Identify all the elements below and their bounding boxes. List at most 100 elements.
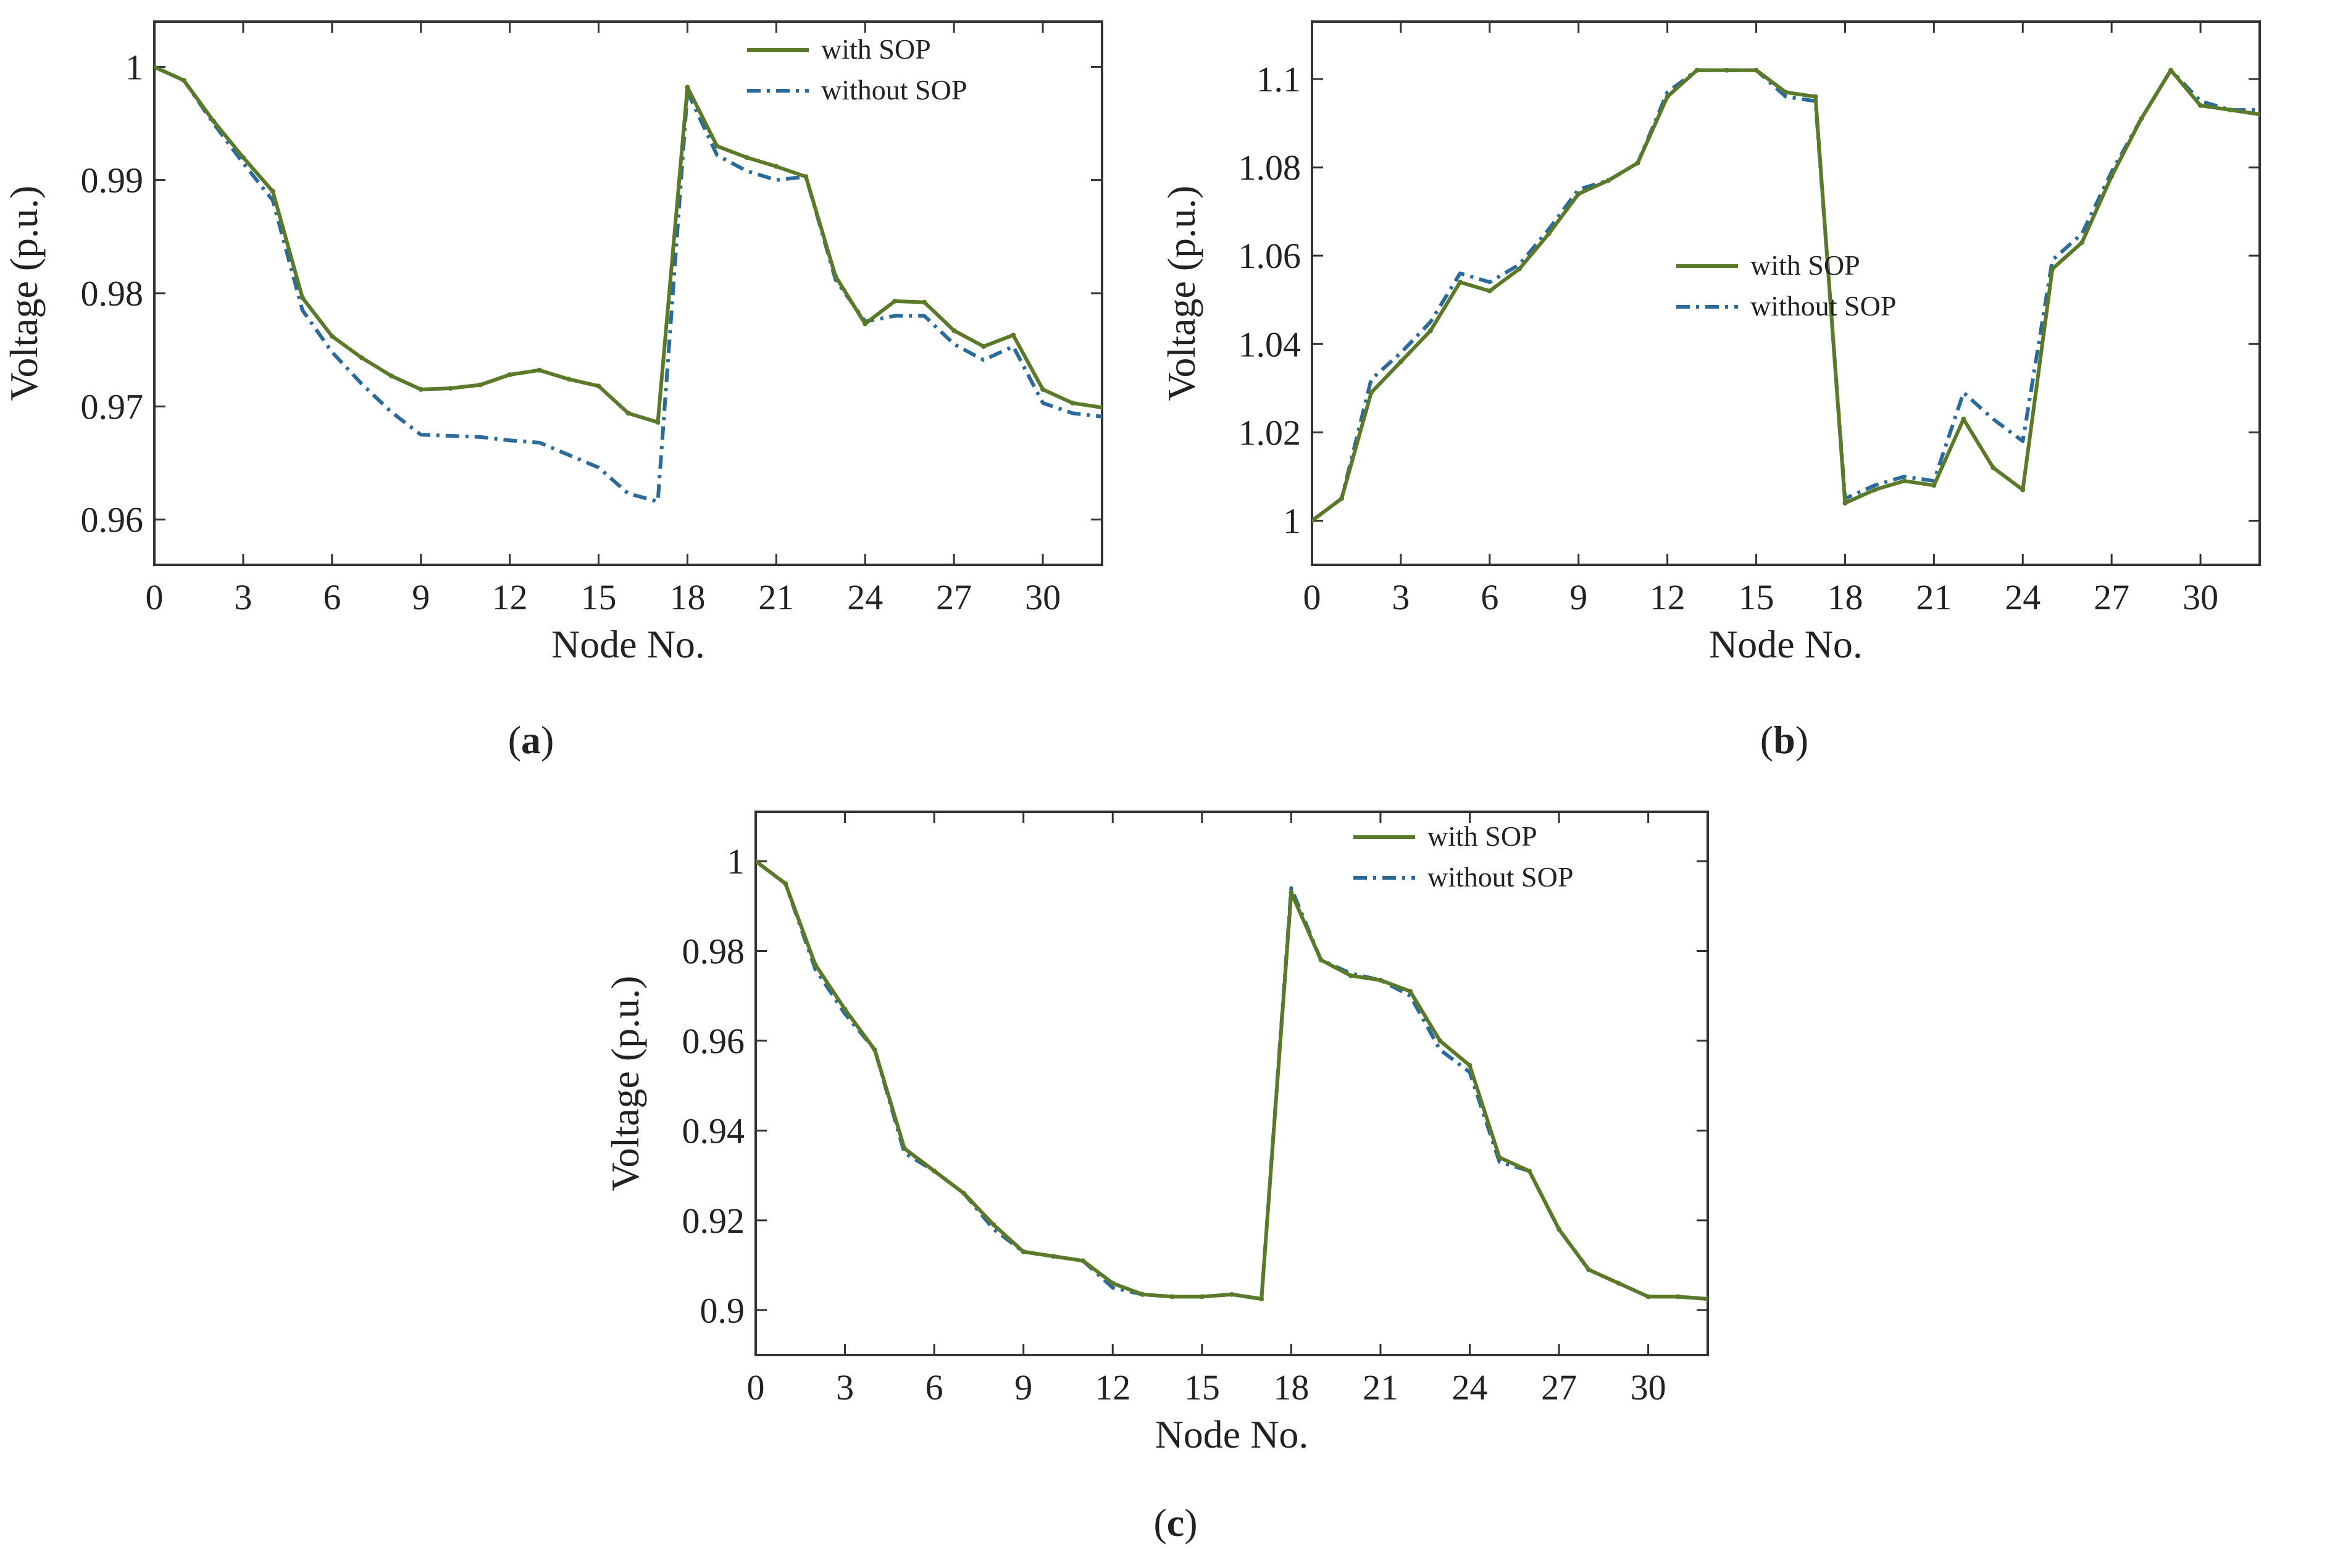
x-ticks: 0 3 6 9 12 15 18 21 24 27 30 xyxy=(146,22,1061,617)
data-point xyxy=(181,78,186,83)
data-point xyxy=(1289,890,1294,895)
data-point xyxy=(922,299,927,305)
data-point xyxy=(774,164,779,169)
x-tick-label: 30 xyxy=(1025,577,1061,617)
data-point xyxy=(1665,94,1670,99)
data-point xyxy=(596,383,601,389)
caption-letter: c xyxy=(1167,1501,1184,1545)
x-tick-label: 9 xyxy=(412,577,430,617)
x-tick-label: 24 xyxy=(847,577,883,617)
x-tick-label: 6 xyxy=(1481,577,1498,617)
x-tick-label: 30 xyxy=(1631,1367,1666,1407)
x-tick-label: 21 xyxy=(1363,1367,1398,1407)
data-point xyxy=(813,962,818,967)
x-tick-label: 27 xyxy=(2094,577,2129,617)
x-tick-label: 0 xyxy=(1303,577,1321,617)
data-point xyxy=(714,143,720,149)
y-tick-label: 0.9 xyxy=(700,1290,745,1330)
data-point xyxy=(1040,386,1046,392)
data-point xyxy=(2257,112,2260,117)
chart-panel-c: 0.90.920.940.960.981 0 3 6 9 12 15 18 21 24 27 30 … xyxy=(603,811,1709,1545)
data-point xyxy=(1070,400,1076,406)
data-point xyxy=(1437,1038,1443,1043)
series-line-with-sop xyxy=(154,65,1102,424)
data-point xyxy=(1140,1291,1145,1297)
caption-open: ( xyxy=(508,718,521,762)
legend: with SOP without SOP xyxy=(1353,820,1573,893)
data-point xyxy=(1753,67,1759,73)
chart-panel-a: 0.96 0.97 0.98 0.99 1 0 3 6 9 12 15 18 21 24 27 30 wit… xyxy=(2,20,1103,762)
data-point xyxy=(477,382,483,388)
data-point xyxy=(842,1007,848,1012)
x-tick-label: 12 xyxy=(1650,577,1686,617)
series-layer xyxy=(154,64,1102,504)
series-line-with-sop xyxy=(756,859,1708,1301)
data-point xyxy=(1312,518,1314,523)
data-point xyxy=(2050,266,2055,272)
data-point xyxy=(2139,116,2144,122)
data-point xyxy=(1931,483,1937,488)
data-point xyxy=(756,859,758,864)
legend: with SOP without SOP xyxy=(1676,249,1896,322)
y-ticks: 0.96 0.97 0.98 0.99 1 xyxy=(81,47,1102,540)
data-point xyxy=(1408,988,1413,994)
x-tick-label: 3 xyxy=(234,577,252,617)
x-tick-label: 18 xyxy=(1827,577,1863,617)
data-point xyxy=(1872,487,1878,493)
y-tick-label: 0.99 xyxy=(81,161,144,201)
x-tick-label: 24 xyxy=(1452,1367,1488,1407)
x-tick-label: 18 xyxy=(1273,1367,1309,1407)
data-point xyxy=(299,295,305,301)
caption-open: ( xyxy=(1760,718,1773,762)
x-tick-label: 6 xyxy=(925,1367,943,1407)
data-point xyxy=(1080,1258,1086,1264)
data-point xyxy=(932,1168,937,1174)
plot-area: 11.021.041.061.081.1 0 3 6 9 12 15 18 21 24 27 30 … xyxy=(1239,20,2261,617)
data-point xyxy=(1467,1062,1473,1068)
y-tick-label: 1.1 xyxy=(1256,59,1301,99)
data-point xyxy=(1427,328,1433,333)
y-ticks: 1 1.02 1.04 1.06 1.08 1.1 xyxy=(1239,59,2260,541)
legend-label-without-sop: without SOP xyxy=(1427,861,1573,893)
data-point xyxy=(1675,1294,1681,1299)
data-point xyxy=(1339,496,1344,501)
data-point xyxy=(507,372,512,377)
data-point xyxy=(961,1191,967,1196)
y-tick-label: 1 xyxy=(125,47,143,87)
data-point xyxy=(1348,973,1353,978)
data-point xyxy=(872,1047,877,1053)
data-point xyxy=(1318,957,1324,962)
data-point xyxy=(1516,266,1522,272)
data-point xyxy=(1100,405,1102,411)
y-axis-label: Voltage (p.u.) xyxy=(2,186,46,401)
data-point xyxy=(655,420,661,425)
data-point xyxy=(1497,1155,1502,1160)
series-layer xyxy=(756,859,1708,1302)
x-axis-label: Node No. xyxy=(1709,622,1863,666)
data-point xyxy=(1705,1296,1708,1302)
data-point xyxy=(329,333,335,339)
y-tick-label: 0.96 xyxy=(682,1021,745,1061)
x-tick-label: 0 xyxy=(747,1367,765,1407)
x-tick-label: 15 xyxy=(1739,577,1774,617)
x-tick-label: 0 xyxy=(146,577,164,617)
data-point xyxy=(2020,487,2026,493)
data-point xyxy=(1991,465,1996,470)
x-tick-label: 21 xyxy=(1916,577,1952,617)
legend-label-without-sop: without SOP xyxy=(1750,290,1896,322)
data-point xyxy=(863,321,868,327)
x-tick-label: 9 xyxy=(1014,1367,1032,1407)
plot-frame xyxy=(1311,20,2261,566)
y-tick-label: 0.98 xyxy=(682,931,745,971)
data-point xyxy=(388,373,394,378)
data-point xyxy=(1783,90,1789,95)
data-point xyxy=(1199,1294,1205,1299)
caption-open: ( xyxy=(1153,1501,1166,1545)
data-point xyxy=(1021,1249,1026,1254)
data-point xyxy=(1576,191,1581,197)
data-point xyxy=(981,344,987,349)
data-point xyxy=(2198,102,2204,108)
caption-letter: a xyxy=(521,718,541,762)
data-point xyxy=(537,367,542,373)
legend-label-without-sop: without SOP xyxy=(821,74,967,106)
